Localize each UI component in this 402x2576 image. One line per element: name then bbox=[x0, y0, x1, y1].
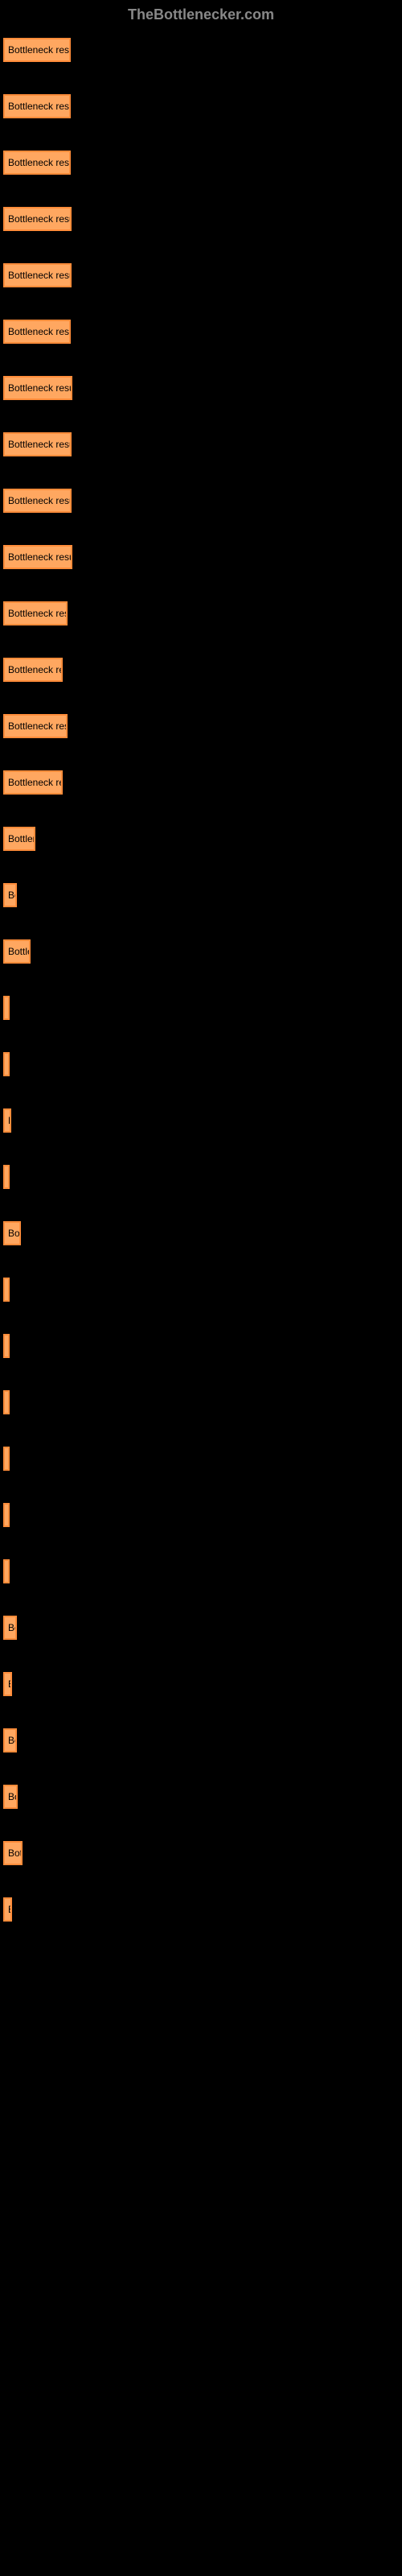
bar: Bottleneck results bbox=[3, 489, 72, 513]
bar: Bottleneck results bbox=[3, 94, 71, 118]
bar-label: Bo bbox=[8, 1791, 18, 1802]
bar-label: Bottleneck results bbox=[8, 326, 71, 337]
bar-row: Bott bbox=[3, 1841, 399, 1865]
bar-row: Bottle bbox=[3, 939, 399, 964]
bar-label: Bottleneck results bbox=[8, 270, 72, 281]
bar: Bottleneck results bbox=[3, 714, 68, 738]
bar-label: Bot bbox=[8, 1228, 21, 1239]
bar: E bbox=[3, 1108, 11, 1133]
bar-label: Bo bbox=[8, 1735, 17, 1746]
bar-row: Bottleneck results bbox=[3, 770, 399, 795]
bar-row bbox=[3, 1165, 399, 1189]
bar-row: Bo bbox=[3, 1785, 399, 1809]
bar-row bbox=[3, 1447, 399, 1471]
bar-label: Bottleneck results bbox=[8, 551, 72, 563]
bar-label: E bbox=[8, 1678, 12, 1690]
bar: F bbox=[3, 996, 10, 1020]
bar-label: Bottleneck results bbox=[8, 213, 72, 225]
bar-label: Bottleneck results bbox=[8, 101, 71, 112]
bar-row: Bottleneck results bbox=[3, 601, 399, 625]
bar: Bottleneck results bbox=[3, 770, 63, 795]
bar-row: E bbox=[3, 1897, 399, 1922]
bar-label: Bottle bbox=[8, 946, 31, 957]
bar-label: F bbox=[8, 1002, 10, 1013]
bar-row bbox=[3, 1559, 399, 1583]
bar-row: Bottleneck results bbox=[3, 489, 399, 513]
bar-row: F bbox=[3, 996, 399, 1020]
bar bbox=[3, 1390, 10, 1414]
bar: Bottleneck results bbox=[3, 38, 71, 62]
bar: Bottleneck results bbox=[3, 320, 71, 344]
bar-row: Bo bbox=[3, 883, 399, 907]
bar-chart: Bottleneck results Bottleneck results Bott… bbox=[0, 30, 402, 1962]
bar: Bo bbox=[3, 1728, 17, 1752]
bar-row: Bot bbox=[3, 1221, 399, 1245]
bar: Bottleneck results bbox=[3, 207, 72, 231]
bar bbox=[3, 1165, 10, 1189]
bar-label: Bottleneck results bbox=[8, 439, 72, 450]
bar-label: Bottleneck results bbox=[8, 608, 68, 619]
bar-row bbox=[3, 1278, 399, 1302]
bar: Bottleneck bbox=[3, 827, 35, 851]
bar: Bo bbox=[3, 1616, 17, 1640]
bar-row: Bo bbox=[3, 1616, 399, 1640]
bar-row: Bottleneck results bbox=[3, 94, 399, 118]
bar-row: Bo bbox=[3, 1728, 399, 1752]
bar-label: Bottleneck results bbox=[8, 720, 68, 732]
bar: Bottleneck results bbox=[3, 545, 72, 569]
bar-label: Bo bbox=[8, 1622, 17, 1633]
bar bbox=[3, 1052, 10, 1076]
site-title: TheBottlenecker.com bbox=[128, 6, 274, 23]
bar-row: Bottleneck results bbox=[3, 432, 399, 456]
bar: Bottleneck results bbox=[3, 376, 72, 400]
bar-row bbox=[3, 1503, 399, 1527]
bar-row: Bottleneck results bbox=[3, 545, 399, 569]
bar-label: Bottleneck results bbox=[8, 664, 63, 675]
bar-label: Bottleneck results bbox=[8, 495, 72, 506]
bar-row: Bottleneck results bbox=[3, 658, 399, 682]
bar-row: Bottleneck results bbox=[3, 376, 399, 400]
bar-label: Bottleneck results bbox=[8, 777, 63, 788]
bar-label: Bottleneck results bbox=[8, 382, 72, 394]
bar: Bottle bbox=[3, 939, 31, 964]
bar-label: E bbox=[8, 1115, 11, 1126]
bar: Bot bbox=[3, 1221, 21, 1245]
bar: E bbox=[3, 1897, 12, 1922]
bar: Bott bbox=[3, 1841, 23, 1865]
bar bbox=[3, 1503, 10, 1527]
bar: Bottleneck results bbox=[3, 151, 71, 175]
bar-row: Bottleneck results bbox=[3, 207, 399, 231]
bar bbox=[3, 1559, 10, 1583]
bar-label: Bottleneck bbox=[8, 833, 35, 844]
bar-row: Bottleneck results bbox=[3, 38, 399, 62]
bar: Bo bbox=[3, 883, 17, 907]
bar: Bottleneck results bbox=[3, 432, 72, 456]
bar-row: Bottleneck results bbox=[3, 151, 399, 175]
bar-row: E bbox=[3, 1672, 399, 1696]
bar-row: Bottleneck results bbox=[3, 263, 399, 287]
bar-row: Bottleneck results bbox=[3, 320, 399, 344]
bar-row bbox=[3, 1052, 399, 1076]
bar: E bbox=[3, 1672, 12, 1696]
bar: Bottleneck results bbox=[3, 263, 72, 287]
bar: Bo bbox=[3, 1785, 18, 1809]
bar bbox=[3, 1447, 10, 1471]
bar-row bbox=[3, 1390, 399, 1414]
bar-row: E bbox=[3, 1108, 399, 1133]
bar: Bottleneck results bbox=[3, 658, 63, 682]
bar-row bbox=[3, 1334, 399, 1358]
bar-row: Bottleneck bbox=[3, 827, 399, 851]
header: TheBottlenecker.com bbox=[0, 0, 402, 30]
bar: Bottleneck results bbox=[3, 601, 68, 625]
bar-label: Bott bbox=[8, 1847, 23, 1859]
bar bbox=[3, 1334, 10, 1358]
bar-row: Bottleneck results bbox=[3, 714, 399, 738]
bar bbox=[3, 1278, 10, 1302]
bar-label: Bottleneck results bbox=[8, 157, 71, 168]
bar-label: Bo bbox=[8, 890, 17, 901]
bar-label: Bottleneck results bbox=[8, 44, 71, 56]
bar-label: E bbox=[8, 1904, 12, 1915]
